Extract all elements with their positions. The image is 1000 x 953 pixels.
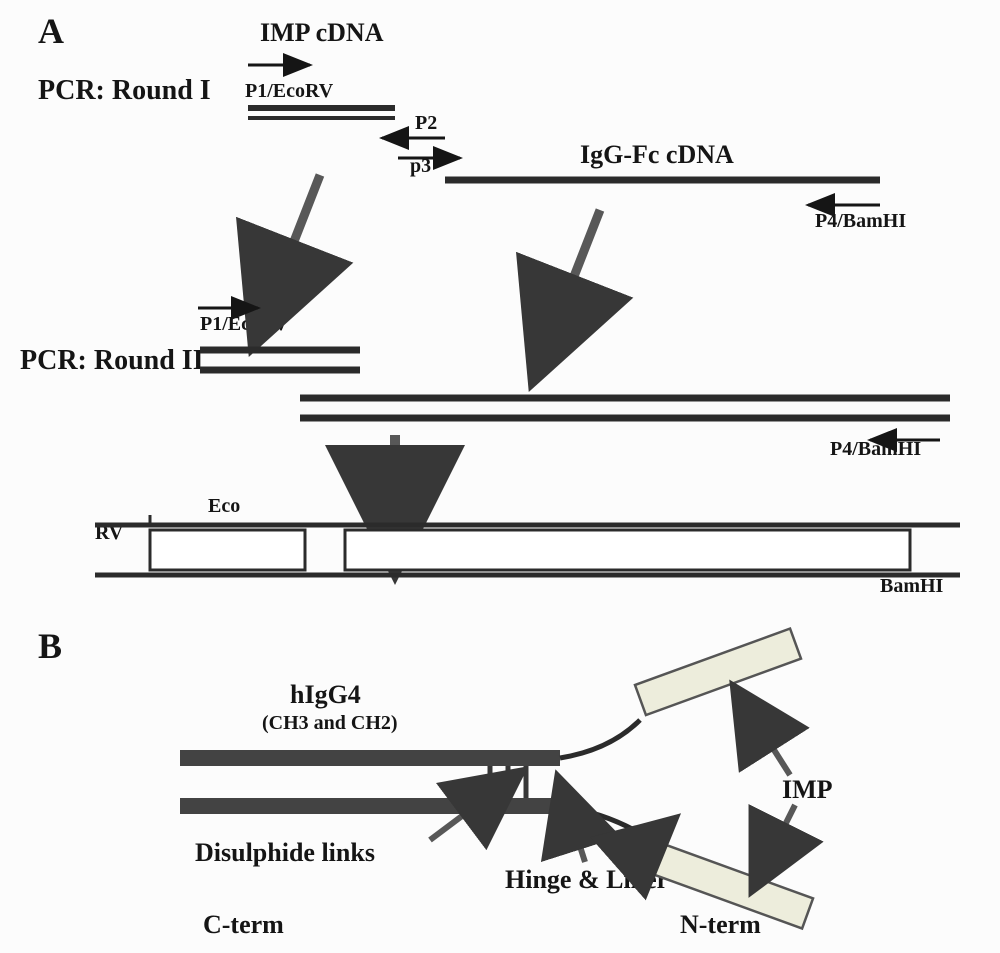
diagram-svg xyxy=(0,0,1000,953)
